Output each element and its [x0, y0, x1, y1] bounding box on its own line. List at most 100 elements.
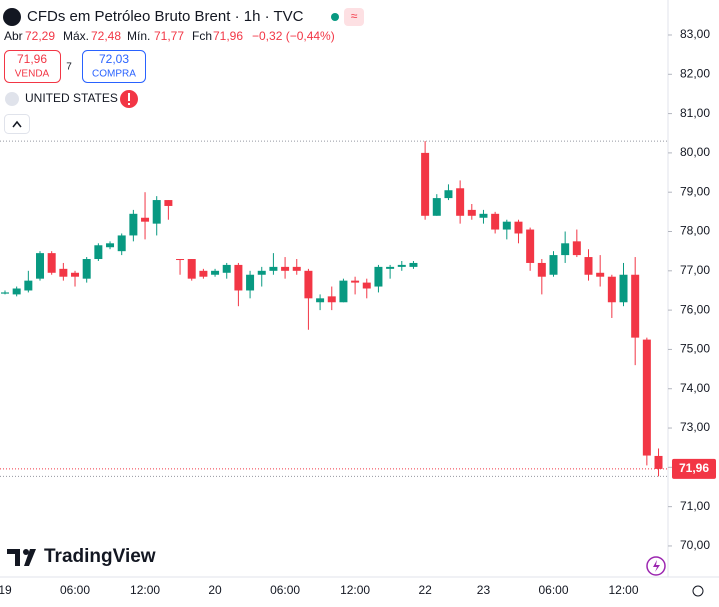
x-tick-label: 06:00 — [60, 583, 90, 597]
candle-body — [421, 152, 430, 216]
x-tick-label: 06:00 — [270, 583, 300, 597]
ohlc-value: 72,29 — [25, 29, 55, 43]
y-tick-label: 82,00 — [680, 66, 710, 80]
candle-body — [211, 270, 220, 275]
sell-price: 71,96 — [17, 52, 47, 66]
x-tick-label: 12:00 — [340, 583, 370, 597]
candle-body — [444, 190, 453, 199]
candle-body — [339, 280, 348, 303]
candle-body — [374, 266, 383, 287]
candle-body — [502, 221, 511, 230]
sell-label: VENDA — [15, 69, 50, 80]
ohlc-label: Fch — [192, 29, 212, 43]
candle-body — [152, 200, 161, 224]
candle-body — [164, 200, 173, 206]
candle-body — [549, 255, 558, 275]
candle-body — [117, 235, 126, 252]
candle-body — [1, 292, 9, 294]
change: −0,32 (−0,44%) — [252, 29, 335, 43]
ohlc-value: 72,48 — [91, 29, 121, 43]
y-tick-label: 71,00 — [680, 499, 710, 513]
candle-body — [386, 266, 395, 269]
spread: 7 — [66, 62, 72, 73]
ohlc-label: Máx. — [63, 29, 89, 43]
candle-body — [141, 217, 150, 222]
candle-body — [82, 259, 91, 279]
candle-body — [36, 253, 45, 279]
y-tick-label: 78,00 — [680, 224, 710, 238]
settings-button[interactable] — [692, 585, 704, 597]
candle-body — [257, 270, 266, 275]
candle-body — [187, 259, 196, 279]
candle-body — [59, 268, 68, 277]
buy-button[interactable] — [82, 50, 146, 83]
region: UNITED STATES — [25, 91, 118, 105]
y-tick-label: 70,00 — [680, 538, 710, 552]
y-tick-label: 81,00 — [680, 106, 710, 120]
candle-body — [94, 245, 103, 260]
candle-body — [234, 264, 243, 291]
candle-body — [246, 274, 255, 291]
buy-price: 72,03 — [99, 52, 129, 66]
y-tick-label: 79,00 — [680, 184, 710, 198]
collapse-button[interactable] — [4, 114, 30, 134]
sell-button[interactable] — [4, 50, 61, 83]
candle-body — [129, 213, 138, 236]
ohlc-label: Mín. — [127, 29, 150, 43]
candle-body — [269, 266, 278, 271]
ohlc-label: Abr — [4, 29, 23, 43]
warning-glyph — [128, 103, 130, 105]
candle-body — [47, 253, 56, 273]
chart-title: CFDs em Petróleo Bruto Brent · 1h · TVC — [27, 8, 304, 25]
candle-body — [12, 288, 21, 295]
candle-body — [304, 270, 313, 299]
ohlc-value: 71,96 — [213, 29, 243, 43]
buy-label: COMPRA — [92, 69, 136, 80]
candle-body — [514, 221, 523, 234]
lightning-glyph — [653, 560, 660, 572]
x-tick-label: 22 — [418, 583, 432, 597]
candle-body — [642, 339, 651, 456]
candle-body — [409, 262, 418, 267]
symbol-icon — [3, 8, 21, 26]
candle-body — [327, 296, 336, 303]
brand: TradingView — [44, 546, 156, 567]
candle-body — [596, 272, 605, 277]
y-tick-label: 77,00 — [680, 263, 710, 277]
candle-body — [584, 257, 593, 275]
badge-icon: ≈ — [351, 9, 358, 23]
warning-glyph — [128, 93, 130, 101]
y-tick-label: 74,00 — [680, 381, 710, 395]
y-tick-label: 76,00 — [680, 302, 710, 316]
candle-body — [479, 213, 488, 218]
candle-body — [467, 209, 476, 216]
candle-body — [456, 188, 465, 216]
candle-body — [561, 243, 570, 256]
x-tick-label: 23 — [477, 583, 491, 597]
y-tick-label: 83,00 — [680, 27, 710, 41]
candle-body — [537, 262, 546, 277]
market-status[interactable] — [331, 13, 339, 21]
candle-body — [491, 213, 500, 230]
candle-body — [572, 241, 581, 256]
candle-body — [316, 298, 325, 303]
candle-body — [432, 198, 441, 216]
x-tick-label: 06:00 — [538, 583, 568, 597]
x-tick-label: 19 — [0, 583, 12, 597]
x-tick-label: 12:00 — [608, 583, 638, 597]
brand-logo — [7, 549, 36, 566]
data-badge[interactable] — [344, 8, 364, 26]
plot — [0, 140, 668, 477]
candle-body — [654, 455, 663, 469]
brand-logo — [23, 549, 29, 555]
x-tick-label: 20 — [208, 583, 222, 597]
y-tick-label: 73,00 — [680, 420, 710, 434]
candle-body — [24, 280, 33, 291]
candle-body — [607, 276, 616, 303]
candle-body — [106, 243, 115, 248]
candle-body — [199, 270, 208, 277]
candle-body — [351, 280, 360, 283]
candle-body — [362, 282, 371, 289]
